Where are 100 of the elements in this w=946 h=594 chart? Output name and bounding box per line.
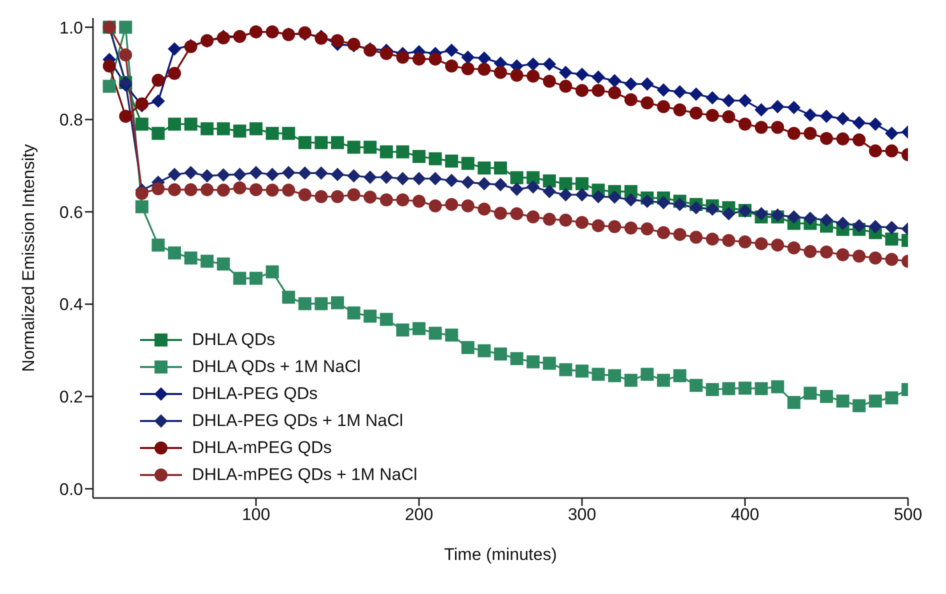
y-tick-label: 0.6 [59, 202, 83, 222]
point [804, 245, 817, 258]
point [478, 62, 491, 76]
point [657, 84, 670, 96]
point [787, 396, 800, 409]
point [542, 74, 556, 88]
point [184, 166, 198, 180]
point [608, 74, 622, 88]
point [526, 210, 540, 224]
point [102, 60, 116, 72]
point [804, 212, 817, 225]
point [478, 202, 491, 216]
y-tick-label: 0.2 [59, 387, 83, 406]
point [461, 62, 474, 76]
point [640, 194, 654, 208]
point [787, 126, 800, 140]
point [592, 190, 605, 204]
point [200, 122, 214, 136]
point [152, 94, 165, 108]
point [478, 162, 491, 174]
point [771, 120, 784, 134]
x-tick-label: 100 [242, 505, 270, 524]
point [282, 126, 296, 140]
point [738, 118, 752, 131]
point [282, 184, 296, 197]
point [282, 290, 296, 304]
point [559, 66, 572, 79]
point [722, 207, 736, 220]
point [690, 230, 703, 244]
legend-label: DHLA-PEG QDs [192, 382, 318, 404]
point [461, 50, 474, 64]
x-tick-label: 300 [568, 505, 596, 524]
point [754, 382, 768, 396]
point [706, 383, 719, 396]
point [396, 193, 410, 206]
point [478, 52, 491, 65]
point [738, 94, 752, 108]
x-tick-label: 200 [404, 505, 434, 524]
point [347, 140, 360, 154]
point [331, 190, 344, 204]
point [314, 190, 328, 204]
point [314, 297, 328, 310]
point [576, 188, 588, 202]
point [559, 363, 572, 376]
point [184, 252, 198, 264]
point [722, 234, 736, 247]
point [250, 272, 262, 285]
point [608, 369, 622, 382]
point [576, 216, 588, 229]
point [885, 232, 898, 246]
point [494, 348, 507, 360]
point [168, 183, 181, 196]
point [526, 58, 540, 71]
point [461, 341, 474, 354]
point [510, 352, 524, 366]
point [624, 193, 638, 206]
point [657, 100, 670, 114]
point [657, 226, 670, 240]
point [478, 344, 491, 358]
point [200, 254, 214, 268]
point [266, 265, 279, 278]
point [380, 47, 393, 60]
y-tick-label: 0.4 [59, 295, 83, 314]
point [461, 156, 474, 170]
point [820, 390, 833, 403]
point [216, 122, 230, 136]
point [868, 220, 882, 234]
point [576, 84, 588, 97]
point [428, 326, 442, 340]
point [526, 70, 540, 83]
point [135, 118, 148, 131]
point [640, 78, 654, 90]
point [266, 184, 279, 197]
point [787, 241, 800, 254]
point [380, 145, 393, 158]
point [542, 174, 556, 188]
point [478, 177, 491, 190]
point [657, 196, 670, 210]
point [152, 182, 165, 196]
point [690, 378, 703, 392]
point [592, 368, 605, 381]
point [836, 394, 850, 408]
point [233, 272, 246, 285]
point [771, 380, 784, 394]
point [868, 394, 882, 408]
point [314, 136, 328, 150]
point [266, 126, 279, 140]
point [820, 246, 833, 258]
point [445, 154, 458, 168]
point [738, 382, 752, 395]
point [526, 180, 540, 194]
point [347, 188, 360, 202]
point [412, 52, 426, 66]
point [706, 108, 719, 122]
point [364, 140, 377, 154]
point [754, 120, 768, 134]
point [445, 60, 458, 72]
point [250, 166, 262, 180]
point [380, 170, 393, 184]
point [868, 252, 882, 264]
